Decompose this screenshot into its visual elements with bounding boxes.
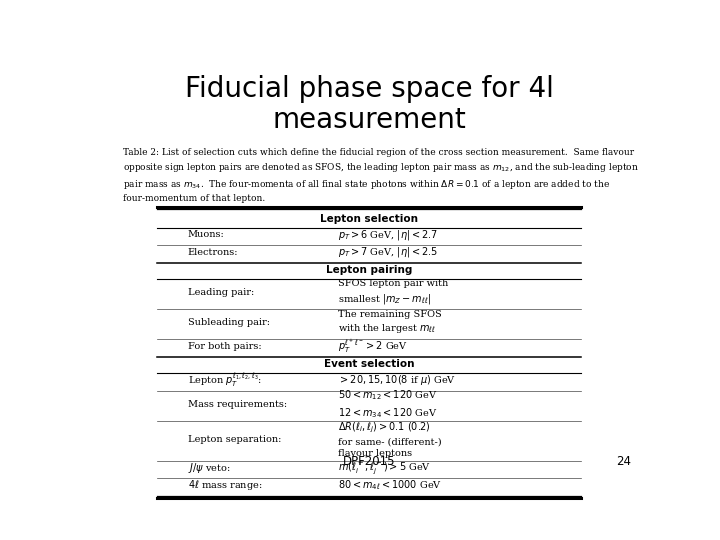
- Text: Leading pair:: Leading pair:: [188, 288, 254, 297]
- Text: Fiducial phase space for 4l: Fiducial phase space for 4l: [184, 75, 554, 103]
- Text: measurement: measurement: [272, 106, 466, 134]
- Text: SFOS lepton pair with
smallest $|m_Z - m_{\ell\ell}|$: SFOS lepton pair with smallest $|m_Z - m…: [338, 280, 449, 306]
- Text: $50 < m_{12} < 120$ GeV
$12 < m_{34} < 120$ GeV: $50 < m_{12} < 120$ GeV $12 < m_{34} < 1…: [338, 389, 438, 420]
- Text: Mass requirements:: Mass requirements:: [188, 400, 287, 409]
- Text: Lepton pairing: Lepton pairing: [326, 265, 412, 275]
- Text: Lepton separation:: Lepton separation:: [188, 435, 281, 443]
- Text: Event selection: Event selection: [324, 359, 414, 369]
- Text: $p_T > 6$ GeV, $|\eta| < 2.7$: $p_T > 6$ GeV, $|\eta| < 2.7$: [338, 228, 438, 242]
- Text: $> 20, 15, 10(8$ if $\mu)$ GeV: $> 20, 15, 10(8$ if $\mu)$ GeV: [338, 373, 456, 387]
- Text: $m(\ell_i^+, \ell_j^-) > 5$ GeV: $m(\ell_i^+, \ell_j^-) > 5$ GeV: [338, 460, 431, 476]
- Text: Table 2: List of selection cuts which define the fiducial region of the cross se: Table 2: List of selection cuts which de…: [124, 148, 639, 203]
- Text: The remaining SFOS
with the largest $m_{\ell\ell}$: The remaining SFOS with the largest $m_{…: [338, 310, 442, 335]
- Text: DPF2015: DPF2015: [343, 455, 395, 468]
- Text: Electrons:: Electrons:: [188, 248, 238, 257]
- Text: $4\ell$ mass range:: $4\ell$ mass range:: [188, 478, 262, 492]
- Text: 24: 24: [616, 455, 631, 468]
- Text: $p_T > 7$ GeV, $|\eta| < 2.5$: $p_T > 7$ GeV, $|\eta| < 2.5$: [338, 245, 438, 259]
- Text: $80 < m_{4\ell} < 1000$ GeV: $80 < m_{4\ell} < 1000$ GeV: [338, 478, 442, 492]
- Text: Lepton $p_T^{\ell_1,\ell_2,\ell_3}$:: Lepton $p_T^{\ell_1,\ell_2,\ell_3}$:: [188, 372, 262, 389]
- Text: $\Delta R(\ell_i, \ell_j) > 0.1$ $(0.2)$
for same- (different-)
flavour leptons: $\Delta R(\ell_i, \ell_j) > 0.1$ $(0.2)$…: [338, 420, 442, 458]
- Text: $p_T^{\ell^+\ell^-} > 2$ GeV: $p_T^{\ell^+\ell^-} > 2$ GeV: [338, 338, 408, 355]
- Text: Subleading pair:: Subleading pair:: [188, 318, 270, 327]
- Text: $J/\psi$ veto:: $J/\psi$ veto:: [188, 461, 230, 475]
- Text: For both pairs:: For both pairs:: [188, 342, 261, 351]
- Text: Muons:: Muons:: [188, 231, 225, 239]
- Text: Lepton selection: Lepton selection: [320, 214, 418, 224]
